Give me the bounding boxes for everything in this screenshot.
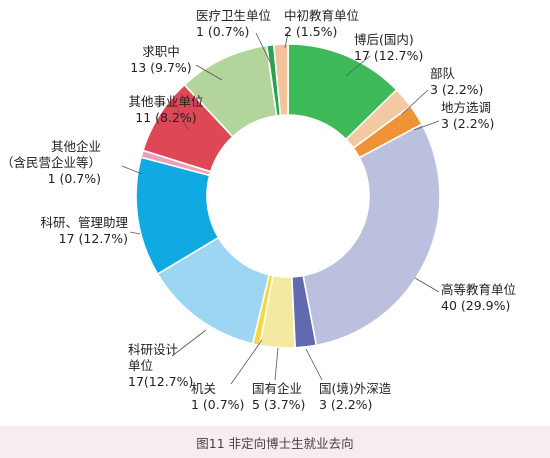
slice-label-9: 其他企业（含民营企业等） 1 (0.7%) <box>1 139 101 186</box>
slice-label-line: 11 (8.2%) <box>135 110 196 125</box>
slice-label-line: 部队 <box>430 66 456 81</box>
slice-labels: 博后(国内) 17 (12.7%)部队 3 (2.2%)地方选调 3 (2.2%)高等… <box>1 8 516 412</box>
leader-line-10 <box>177 109 189 131</box>
slice-label-10: 其他事业单位 11 (8.2%) <box>128 94 203 125</box>
slice-label-line: 医疗卫生单位 <box>196 8 271 23</box>
leader-line-12 <box>255 32 271 63</box>
slice-label-0: 博后(国内) 17 (12.7%) <box>354 32 423 63</box>
slice-label-line: 科研、管理助理 <box>40 215 128 230</box>
slice-label-line: 17 (12.7%) <box>354 48 423 63</box>
leader-line-4 <box>305 348 323 381</box>
slice-label-line: 机关 <box>191 381 216 396</box>
slice-label-11: 求职中 13 (9.7%) <box>130 44 191 75</box>
slice-label-line: 高等教育单位 <box>441 282 516 297</box>
leader-line-8 <box>129 231 141 235</box>
slice-label-line: （含民营企业等） <box>1 155 101 170</box>
caption-band <box>0 426 550 458</box>
slice-label-line: 求职中 <box>142 44 180 59</box>
slice-13 <box>272 43 289 117</box>
leader-lines <box>121 32 440 385</box>
slice-label-line: 1 (0.7%) <box>191 397 244 412</box>
leader-line-13 <box>284 32 289 49</box>
slice-label-2: 地方选调 3 (2.2%) <box>441 100 494 131</box>
slice-label-line: 博后(国内) <box>354 32 414 47</box>
slice-label-line: 科研设计 <box>128 342 178 357</box>
slice-label-line: 3 (2.2%) <box>430 82 483 97</box>
slice-3 <box>302 123 441 347</box>
slice-label-8: 科研、管理助理 17 (12.7%) <box>40 215 128 246</box>
slice-label-6: 机关 1 (0.7%) <box>191 381 244 412</box>
slices-group <box>135 43 441 349</box>
slice-label-line: 1 (0.7%) <box>48 171 101 186</box>
slice-label-line: 3 (2.2%) <box>441 116 494 131</box>
slice-label-line: 单位 <box>128 358 153 373</box>
leader-line-11 <box>195 64 223 81</box>
slice-label-line: 国有企业 <box>252 381 302 396</box>
leader-line-1 <box>401 89 429 115</box>
slice-label-7: 科研设计单位 17(12.7%) <box>128 342 193 389</box>
slice-label-line: 40 (29.9%) <box>441 298 510 313</box>
slice-label-5: 国有企业 5 (3.7%) <box>252 381 305 412</box>
slice-label-line: 17(12.7%) <box>128 374 193 389</box>
leader-line-5 <box>274 347 279 381</box>
slice-label-line: 其他企业 <box>51 139 101 154</box>
slice-label-line: 国(境)外深造 <box>319 381 392 396</box>
slice-label-line: 3 (2.2%) <box>319 397 372 412</box>
slice-label-12: 医疗卫生单位 1 (0.7%) <box>196 8 271 39</box>
leader-line-2 <box>413 120 440 131</box>
leader-line-9 <box>121 165 143 175</box>
slice-label-13: 中初教育单位 2 (1.5%) <box>284 8 359 39</box>
leader-line-0 <box>345 55 371 77</box>
leader-line-6 <box>230 339 263 385</box>
slice-label-1: 部队 3 (2.2%) <box>430 66 483 97</box>
slice-label-line: 2 (1.5%) <box>284 24 337 39</box>
leader-line-3 <box>414 277 440 293</box>
slice-label-line: 中初教育单位 <box>284 8 359 23</box>
chart-title: 图11 非定向博士生就业去向 <box>196 436 353 451</box>
slice-label-line: 其他事业单位 <box>128 94 203 109</box>
slice-label-line: 13 (9.7%) <box>130 60 191 75</box>
slice-label-line: 17 (12.7%) <box>59 231 128 246</box>
slice-label-line: 5 (3.7%) <box>252 397 305 412</box>
slice-label-3: 高等教育单位 40 (29.9%) <box>441 282 516 313</box>
slice-label-line: 地方选调 <box>441 100 491 115</box>
leader-line-7 <box>171 329 207 357</box>
slice-label-4: 国(境)外深造 3 (2.2%) <box>319 381 392 412</box>
slice-label-line: 1 (0.7%) <box>196 24 249 39</box>
